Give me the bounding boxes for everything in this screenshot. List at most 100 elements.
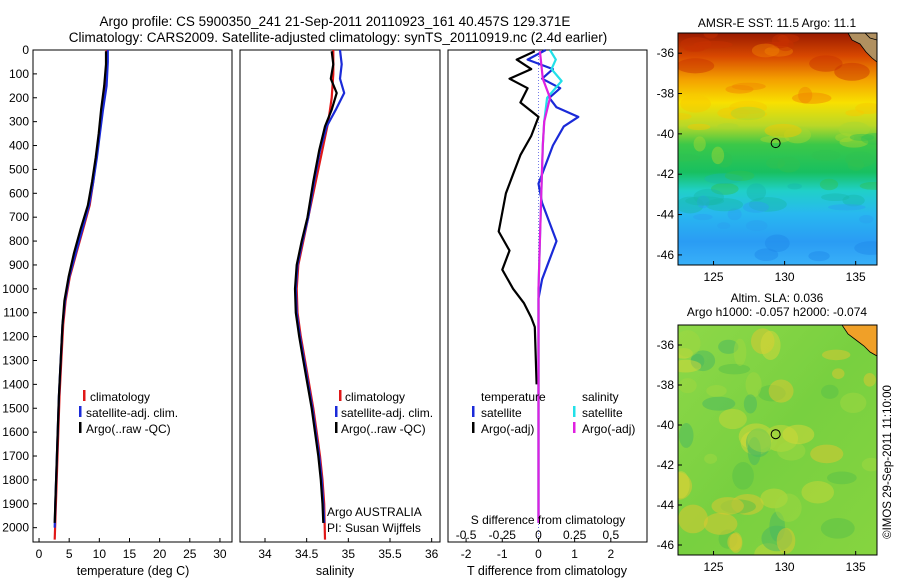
sst-texture [842, 194, 865, 207]
sla-texture [810, 444, 844, 464]
salinity-legend-climatology: climatology [345, 390, 405, 404]
sla-texture [777, 441, 806, 461]
sla-texture [774, 493, 802, 522]
sla-texture [678, 471, 690, 499]
sst-texture [838, 121, 871, 138]
sst-texture [764, 234, 790, 253]
temperature-panel: 0 5 10 15 20 25 30 temperature (deg C) climato… [32, 49, 233, 578]
difference-legend-sal-argo: Argo(-adj) [582, 422, 635, 436]
sst-texture [742, 201, 769, 213]
x-tick-label: 0 [36, 547, 43, 561]
series-sal_satellite [537, 49, 563, 523]
salinity-legend: climatology satellite-adj. clim. Argo(..… [335, 390, 433, 436]
x-tick-label: 2 [607, 547, 614, 561]
x-tick-label: 25 [183, 547, 197, 561]
figure-title-line1: Argo profile: CS 5900350_241 21-Sep-2011… [100, 14, 571, 29]
depth-tick-label: 400 [9, 139, 29, 153]
difference-legend-temperature-title: temperature [481, 390, 546, 404]
map-x-tick-label: 135 [846, 560, 866, 574]
x-tick-label: 30 [213, 547, 227, 561]
sst-texture [808, 251, 830, 262]
salinity-legend-satellite: satellite-adj. clim. [341, 406, 433, 420]
salinity-panel: 34 34.5 35 35.5 36 salinity climatology sate… [239, 49, 441, 578]
sst-texture [787, 183, 803, 190]
sst-map-panel: AMSR-E SST: 11.5 Argo: 11.1 125 130 135 -3… [657, 16, 878, 284]
sst-texture [839, 136, 869, 148]
sst-texture [704, 173, 744, 184]
sla-coastline [841, 325, 877, 357]
sst-texture [678, 58, 715, 74]
sst-texture [693, 40, 733, 49]
sst-texture [751, 43, 780, 58]
sla-texture [863, 373, 876, 387]
depth-tick-label: 1800 [2, 473, 29, 487]
sst-texture [821, 193, 850, 201]
depth-tick-label: 1300 [2, 353, 29, 367]
sla-texture [745, 372, 762, 398]
sst-texture [764, 123, 802, 138]
sst-texture [860, 133, 877, 145]
sla-texture [776, 527, 796, 554]
map-y-tick-label: -42 [657, 458, 675, 472]
sla-texture [831, 368, 845, 379]
depth-tick-label: 2000 [2, 521, 29, 535]
sst-map-field [678, 33, 877, 265]
depth-tick-label: 1600 [2, 425, 29, 439]
sst-texture [731, 82, 766, 91]
sla-texture [732, 462, 754, 490]
map-x-tick-label: 125 [704, 270, 724, 284]
difference-plot-frame [447, 49, 648, 543]
sst-texture [746, 183, 767, 201]
map-y-tick-label: -44 [657, 208, 675, 222]
sla-texture [718, 408, 747, 430]
sst-map-title: AMSR-E SST: 11.5 Argo: 11.1 [698, 16, 857, 30]
sst-texture [705, 198, 744, 212]
x-tick-label: 10 [93, 547, 107, 561]
sst-coastline [847, 33, 877, 63]
map-x-tick-label: 135 [846, 270, 866, 284]
difference-legend-salinity-title: salinity [582, 390, 619, 404]
depth-tick-label: 200 [9, 91, 29, 105]
top-tick-label: 0 [535, 528, 542, 542]
map-y-tick-label: -38 [657, 87, 675, 101]
sst-texture [811, 150, 841, 161]
salinity-xlabel: salinity [316, 564, 355, 578]
depth-tick-label: 100 [9, 67, 29, 81]
sst-texture [845, 151, 875, 168]
depth-axis: 0 100 200 300 400 500 600 700 800 900 1000 1100 1200… [2, 43, 37, 535]
series-sal_argo [537, 51, 552, 523]
depth-tick-label: 800 [9, 234, 29, 248]
depth-tick-label: 1500 [2, 401, 29, 415]
series-argo [53, 51, 108, 523]
x-tick-label: 34.5 [295, 547, 319, 561]
sst-texture [760, 135, 790, 143]
map-y-tick-label: -36 [657, 338, 675, 352]
figure-title-line2: Climatology: CARS2009. Satellite-adjuste… [69, 30, 608, 45]
sst-texture [859, 181, 877, 190]
sla-argo-marker [770, 429, 781, 440]
sla-texture [711, 497, 744, 515]
sla-map-panel: Altim. SLA: 0.036 Argo h1000: -0.057 h20… [657, 291, 878, 574]
sla-texture [821, 349, 851, 361]
map-y-tick-label: -42 [657, 167, 675, 181]
sst-texture [680, 95, 711, 113]
depth-tick-label: 1400 [2, 377, 29, 391]
sst-argo-marker [770, 138, 781, 149]
sla-texture [826, 471, 857, 485]
map-y-tick-label: -46 [657, 248, 675, 262]
top-tick-label: 0.25 [563, 528, 587, 542]
sst-texture [809, 55, 843, 72]
salinity-legend-argo: Argo(..raw -QC) [341, 422, 426, 436]
depth-tick-label: 1900 [2, 497, 29, 511]
sla-texture [861, 457, 877, 472]
sst-texture [777, 156, 801, 173]
sst-texture [783, 126, 812, 144]
sst-texture [748, 197, 787, 212]
sst-texture [693, 213, 713, 221]
map-x-tick-label: 125 [704, 560, 724, 574]
sst-texture [693, 188, 724, 206]
depth-tick-label: 1200 [2, 330, 29, 344]
sst-texture [716, 152, 733, 168]
map-x-tick-label: 130 [775, 560, 795, 574]
sst-texture [693, 136, 706, 152]
